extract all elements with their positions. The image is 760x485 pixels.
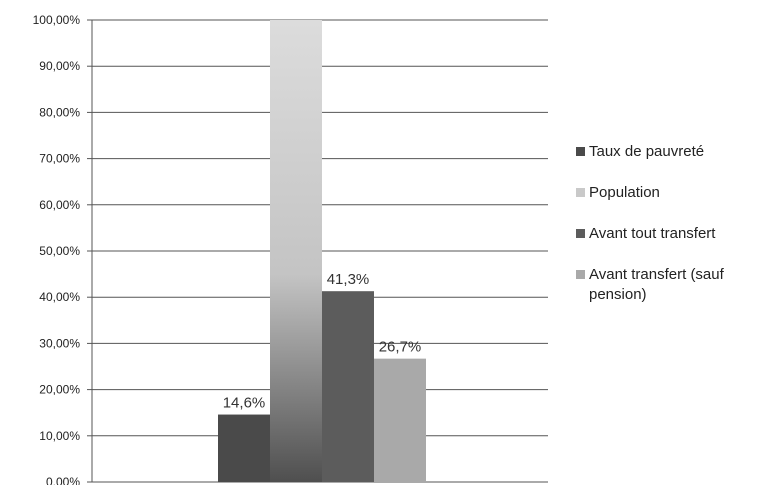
legend-label: Taux de pauvreté (589, 143, 705, 160)
y-tick-label: 60,00% (39, 198, 80, 212)
y-tick-label: 80,00% (39, 105, 80, 119)
legend-item-2: Avant tout transfert (576, 224, 756, 244)
bar-2 (322, 291, 374, 482)
legend-swatch (576, 188, 585, 197)
y-tick-label: 20,00% (39, 383, 80, 397)
bar-0 (218, 414, 270, 482)
legend-item-1: Population (576, 183, 756, 203)
y-tick-label: 10,00% (39, 429, 80, 443)
data-label-0: 14,6% (223, 395, 266, 412)
bar-3 (374, 358, 426, 482)
legend-swatch (576, 270, 585, 279)
legend-swatch (576, 229, 585, 238)
legend-label: Population (589, 184, 660, 201)
legend-swatch (576, 147, 585, 156)
y-tick-label: 50,00% (39, 244, 80, 258)
y-tick-label: 90,00% (39, 59, 80, 73)
legend-item-0: Taux de pauvreté (576, 142, 756, 162)
y-tick-label: 0,00% (46, 475, 80, 485)
y-tick-label: 30,00% (39, 336, 80, 350)
legend-label: Avant transfert (sauf pension) (589, 266, 724, 303)
data-label-2: 41,3% (327, 271, 370, 288)
y-tick-label: 70,00% (39, 152, 80, 166)
legend-item-3: Avant transfert (sauf pension) (576, 265, 756, 305)
legend-label: Avant tout transfert (589, 225, 716, 242)
y-tick-label: 100,00% (33, 13, 81, 27)
bar-1 (270, 20, 322, 482)
data-label-3: 26,7% (379, 339, 422, 356)
y-tick-label: 40,00% (39, 290, 80, 304)
legend: Taux de pauvreté Population Avant tout tra… (576, 142, 756, 305)
